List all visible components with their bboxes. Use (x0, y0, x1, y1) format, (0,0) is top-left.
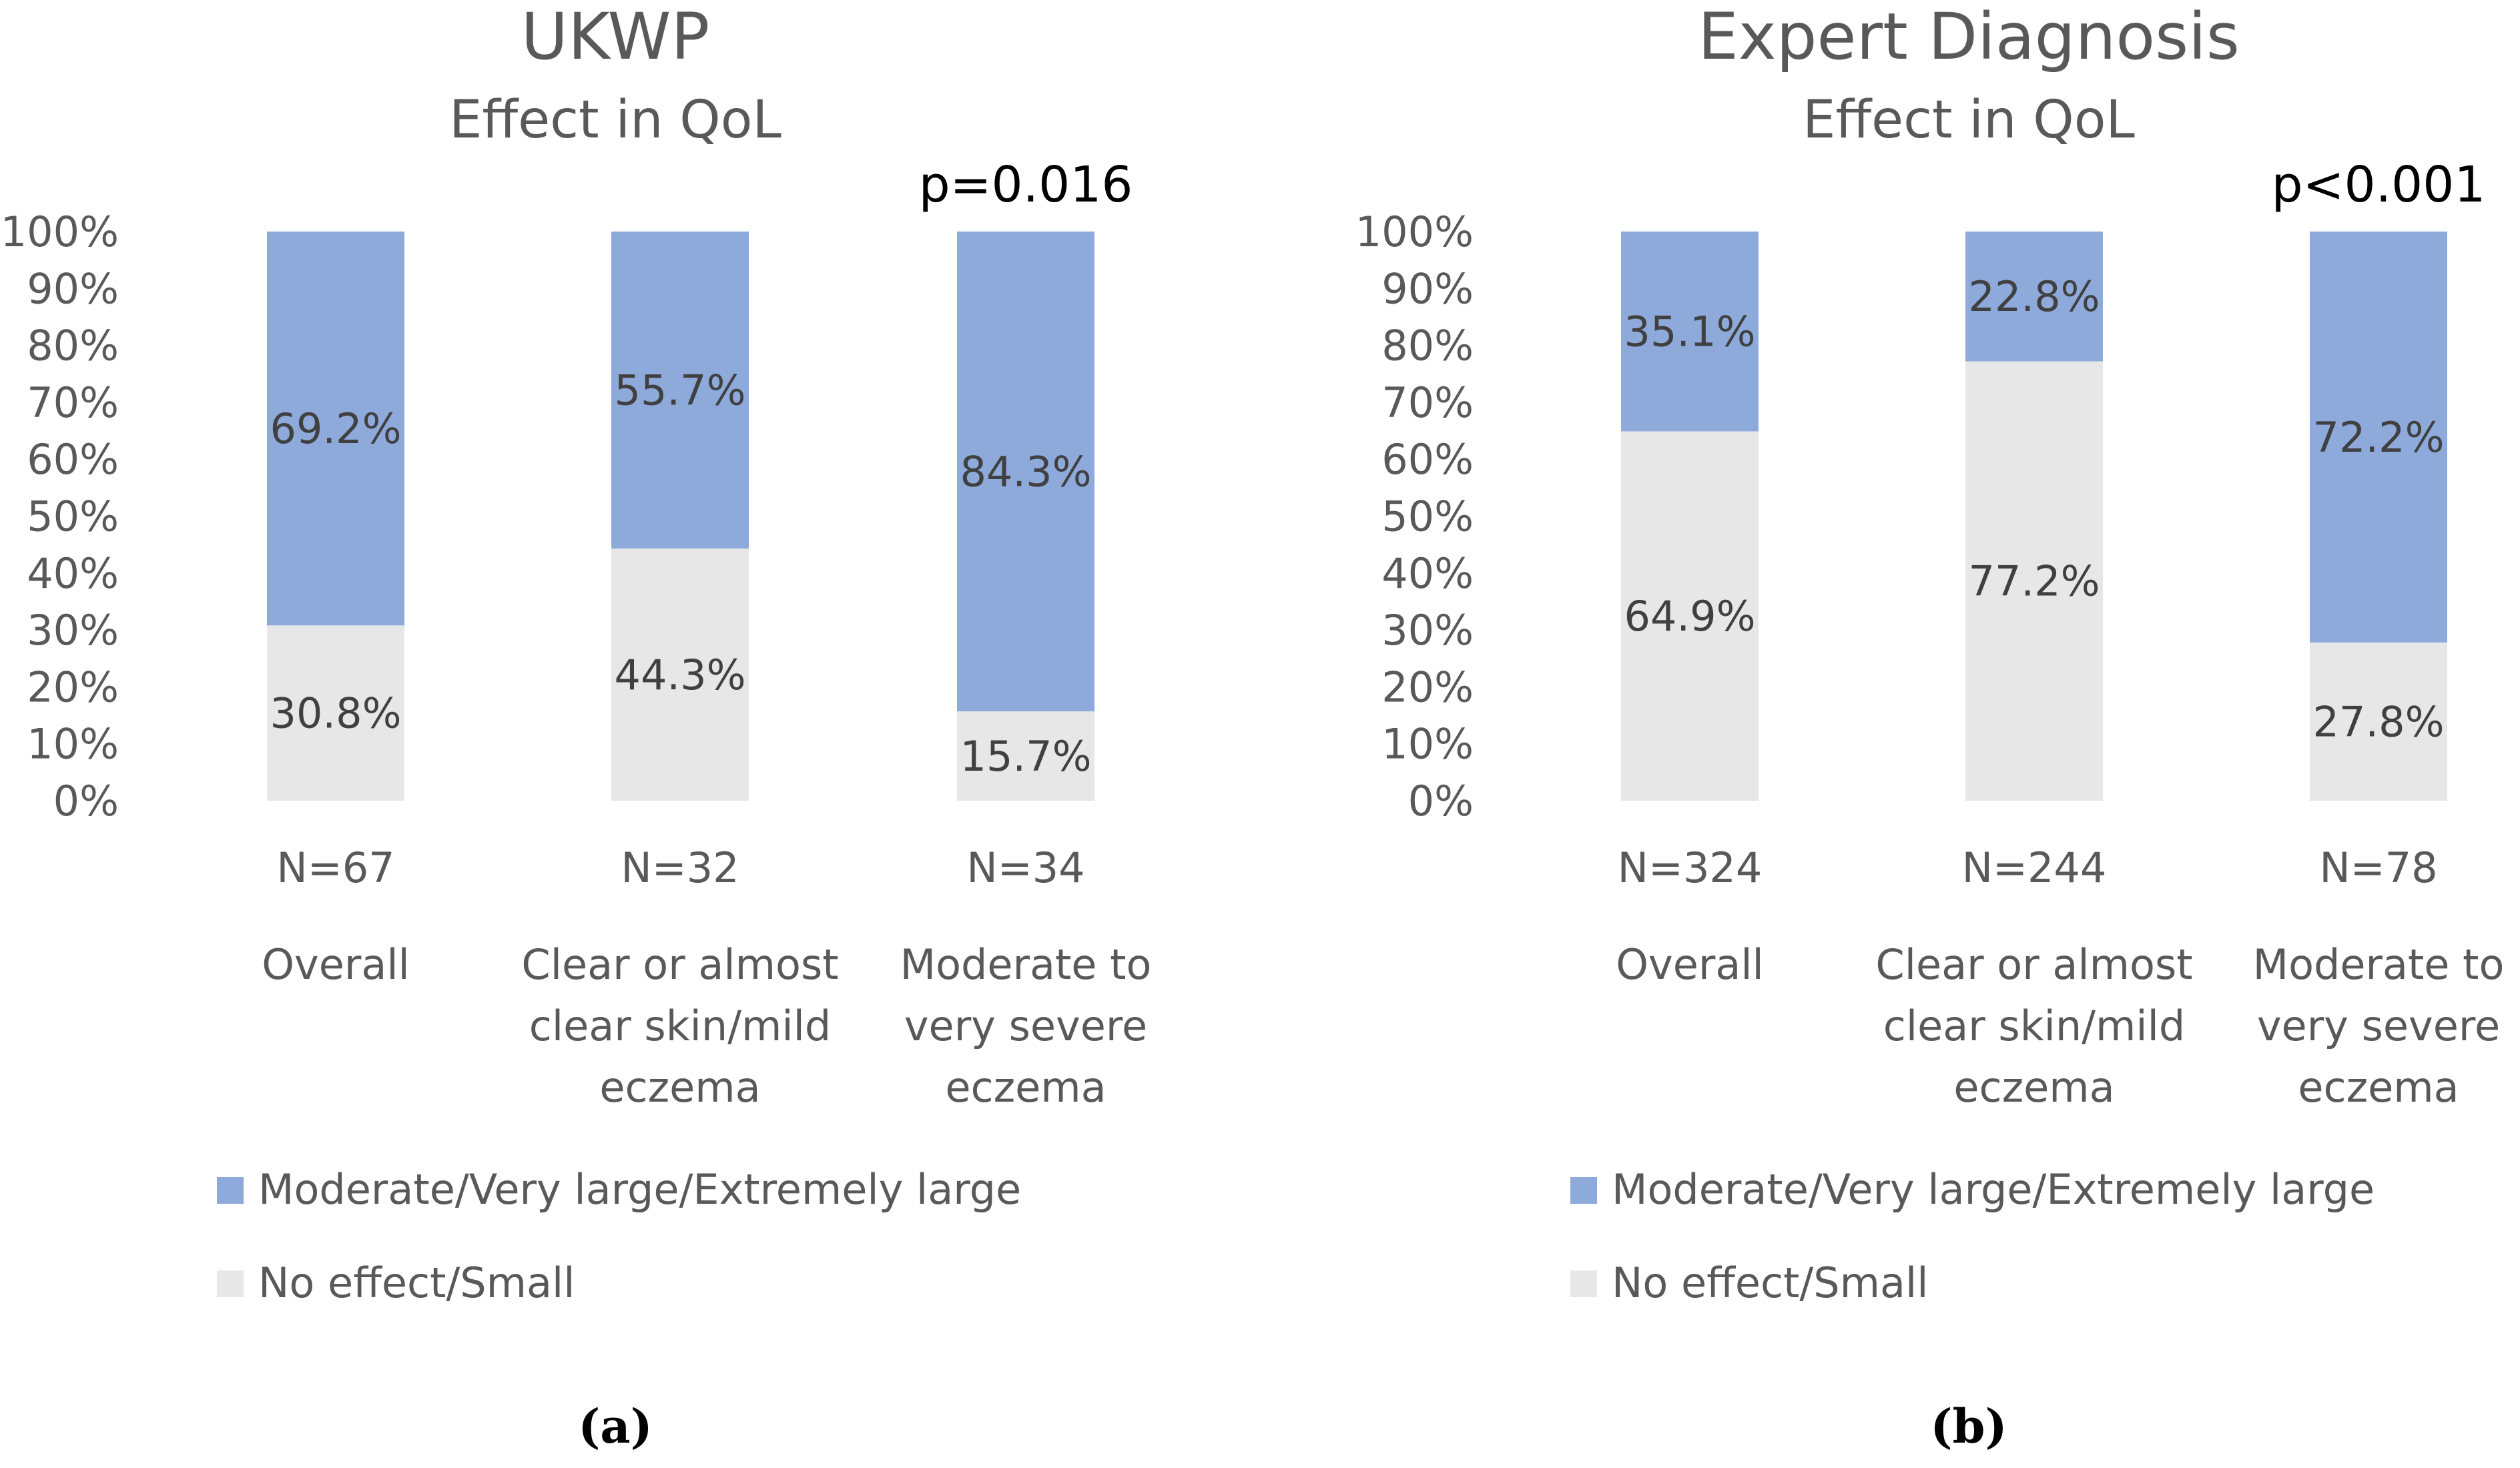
bar-segment-moderate-large (267, 232, 404, 626)
data-label-moderate-large: 84.3% (960, 448, 1092, 496)
y-tick-label: 20% (27, 663, 119, 711)
chart-subtitle: Effect in QoL (449, 90, 781, 150)
y-tick-label: 10% (27, 720, 119, 769)
data-label-moderate-large: 72.2% (2313, 413, 2445, 462)
data-label-moderate-large: 69.2% (270, 404, 402, 453)
y-tick-label: 40% (27, 549, 119, 598)
panel-b-chart: Expert Diagnosis Effect in QoL 0% 10% 20% 30%… (1355, 0, 2505, 1454)
category-n-label: N=324 (1618, 843, 1763, 892)
legend-swatch (217, 1177, 244, 1204)
category-label-line: eczema (945, 1063, 1106, 1112)
y-tick-label: 60% (27, 435, 119, 484)
data-label-no-effect-small: 15.7% (960, 732, 1092, 781)
bar-segment-no-effect-small (1621, 431, 1759, 801)
category-n-label: N=244 (1962, 843, 2107, 892)
legend-label: No effect/Small (1612, 1258, 1929, 1307)
y-tick-label: 90% (27, 264, 119, 313)
y-tick-label: 40% (1381, 549, 1474, 598)
data-label-moderate-large: 22.8% (1969, 272, 2100, 321)
category-label-line: clear skin/mild (529, 1002, 831, 1050)
category-label-line: eczema (1953, 1063, 2114, 1112)
category-label-line: Clear or almost (1875, 940, 2192, 989)
bar-segment-moderate-large (611, 232, 749, 549)
bar-segment-no-effect-small (267, 625, 404, 801)
p-value-label: p=0.016 (919, 156, 1133, 214)
legend-swatch (1570, 1177, 1597, 1204)
panel-a-chart: UKWP Effect in QoL 0% 10% 20% 30% 40% 50% 60% 70%… (1, 0, 1152, 1454)
bar-segment-no-effect-small (1965, 361, 2103, 801)
y-tick-label: 80% (1381, 322, 1474, 370)
panel-caption: (a) (578, 1399, 653, 1454)
data-label-no-effect-small: 27.8% (2313, 697, 2445, 746)
legend-swatch (1570, 1270, 1597, 1297)
y-tick-label: 0% (53, 777, 119, 825)
chart-title: UKWP (521, 0, 710, 74)
panel-caption: (b) (1930, 1399, 2007, 1454)
data-label-no-effect-small: 44.3% (615, 651, 746, 699)
data-label-no-effect-small: 77.2% (1969, 557, 2100, 606)
category-n-label: N=78 (2319, 843, 2437, 892)
chart-subtitle: Effect in QoL (1803, 90, 2135, 150)
category-n-label: N=67 (276, 843, 394, 892)
p-value-label: p<0.001 (2272, 156, 2486, 214)
y-tick-label: 50% (27, 492, 119, 541)
y-tick-label: 30% (1381, 606, 1474, 655)
legend-swatch (217, 1270, 244, 1297)
y-tick-label: 0% (1408, 777, 1474, 825)
y-tick-label: 20% (1381, 663, 1474, 711)
category-label-line: Overall (262, 940, 410, 989)
y-tick-label: 100% (1355, 208, 1474, 256)
bar-segment-moderate-large (957, 232, 1094, 712)
bar-segment-no-effect-small (611, 548, 749, 801)
chart-title: Expert Diagnosis (1698, 0, 2240, 74)
legend-label: No effect/Small (258, 1258, 575, 1307)
category-label-line: Overall (1616, 940, 1764, 989)
y-tick-label: 10% (1381, 720, 1474, 769)
bar-segment-no-effect-small (2310, 642, 2447, 801)
category-label-line: Moderate to (900, 940, 1152, 989)
bar-segment-moderate-large (2310, 232, 2447, 643)
y-tick-label: 30% (27, 606, 119, 655)
legend-label: Moderate/Very large/Extremely large (258, 1165, 1021, 1214)
category-label-line: eczema (2298, 1063, 2459, 1112)
y-tick-label: 60% (1381, 435, 1474, 484)
category-n-label: N=34 (966, 843, 1084, 892)
y-tick-label: 80% (27, 322, 119, 370)
category-label-line: clear skin/mild (1883, 1002, 2185, 1050)
category-label-line: very severe (2257, 1002, 2500, 1050)
y-tick-label: 70% (1381, 378, 1474, 427)
bar-segment-moderate-large (1621, 232, 1759, 432)
y-tick-label: 100% (1, 208, 119, 256)
y-tick-label: 70% (27, 378, 119, 427)
category-label-line: eczema (599, 1063, 760, 1112)
bar-segment-no-effect-small (957, 711, 1094, 801)
y-tick-label: 50% (1381, 492, 1474, 541)
data-label-moderate-large: 35.1% (1624, 308, 1756, 356)
category-label-line: Clear or almost (521, 940, 838, 989)
data-label-no-effect-small: 30.8% (270, 689, 402, 738)
category-n-label: N=32 (621, 843, 739, 892)
data-label-moderate-large: 55.7% (615, 366, 746, 415)
legend-label: Moderate/Very large/Extremely large (1612, 1165, 2375, 1214)
data-label-no-effect-small: 64.9% (1624, 592, 1756, 641)
y-tick-label: 90% (1381, 264, 1474, 313)
category-label-line: Moderate to (2253, 940, 2505, 989)
bar-segment-moderate-large (1965, 232, 2103, 362)
category-label-line: very severe (904, 1002, 1147, 1050)
